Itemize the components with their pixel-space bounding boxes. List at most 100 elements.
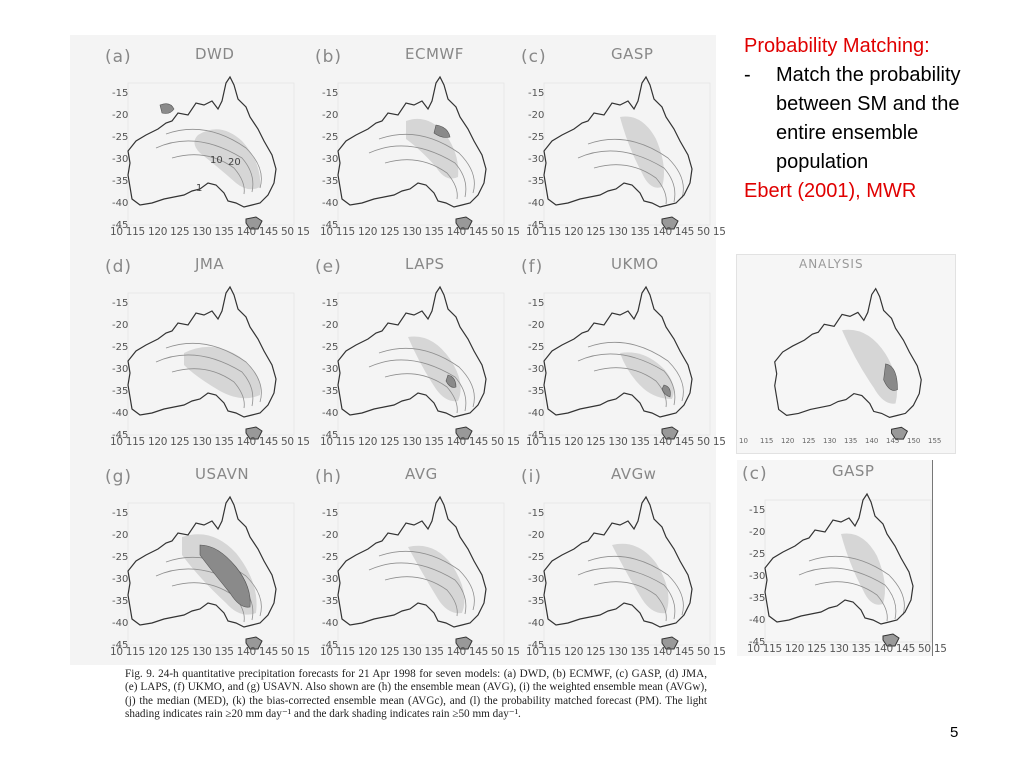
tasmania <box>455 426 473 440</box>
contour-line <box>593 581 667 622</box>
tasmania <box>891 426 909 440</box>
analysis-lon-tick: 120 <box>781 437 795 445</box>
lat-tick-label: -45 <box>528 640 545 651</box>
coastline <box>774 287 922 418</box>
panel-model-name: AVGw <box>611 465 657 483</box>
coastline <box>764 492 914 625</box>
lat-tick-label: -20 <box>322 110 339 121</box>
lon-tick-labels: 10 115 120 125 130 135 140 145 50 15 <box>526 436 726 448</box>
lat-tick-label: -40 <box>112 198 129 209</box>
forecast-panel-ukmo: (f) UKMO -15 -20 -25 -30 -35 -40 -45 10 115 120 1… <box>516 253 726 453</box>
lat-tick-label: -30 <box>112 154 129 165</box>
lat-tick-label: -40 <box>528 408 545 419</box>
light-shading-region <box>620 116 664 188</box>
coastline <box>127 285 277 418</box>
forecast-panel-dwd: (a) DWD -15 -20 -25 -30 -35 -40 -45 10 115 120 12… <box>100 43 310 243</box>
contour-line <box>368 562 467 615</box>
coastline <box>337 495 487 628</box>
analysis-map <box>774 287 922 440</box>
lat-tick-label: -45 <box>322 220 339 231</box>
figure-9-grid: (a) DWD -15 -20 -25 -30 -35 -40 -45 10 115 120 12… <box>70 35 726 665</box>
lat-tick-label: -40 <box>322 198 339 209</box>
analysis-lon-tick: 130 <box>823 437 837 445</box>
lon-tick-labels: 10 115 120 125 130 135 140 145 50 15 <box>320 646 520 658</box>
contour-line <box>378 133 475 194</box>
contour-line <box>165 128 262 189</box>
lat-tick-label: -35 <box>112 176 129 187</box>
forecast-panel-ecmwf: (b) ECMWF -15 -20 -25 -30 -35 -40 -45 10 115 120 … <box>310 43 520 243</box>
panel-model-name: JMA <box>195 255 225 273</box>
lat-tick-label: -30 <box>322 154 339 165</box>
lat-tick-label: -15 <box>749 505 766 516</box>
light-shading-region <box>184 346 261 399</box>
lat-tick-label: -35 <box>112 386 129 397</box>
tasmania <box>455 216 473 230</box>
analysis-panel: ANALYSIS 10 115 120 125 130 135 140 145 150 155 <box>736 254 956 454</box>
contour-line <box>165 342 262 403</box>
contour-line <box>593 367 667 408</box>
analysis-title: ANALYSIS <box>799 257 864 271</box>
lat-tick-label: -30 <box>528 574 545 585</box>
lat-tick-label: -15 <box>322 298 339 309</box>
contour-value-label: 20 <box>228 157 241 168</box>
lat-tick-label: -35 <box>112 596 129 607</box>
panel-model-name: ECMWF <box>405 45 464 63</box>
panel-label: (i) <box>521 467 542 487</box>
lat-tick-label: -30 <box>112 574 129 585</box>
lat-tick-label: -35 <box>528 596 545 607</box>
analysis-lon-tick: 155 <box>928 437 942 445</box>
lat-tick-label: -20 <box>749 527 766 538</box>
lat-tick-label: -30 <box>322 364 339 375</box>
gasp-repeat-panel: (c) GASP -15 -20 -25 -30 -35 -40 -45 10 115 120 1… <box>737 460 947 656</box>
panel-label: (e) <box>315 257 342 277</box>
coastline <box>543 285 693 418</box>
map-frame <box>543 82 711 226</box>
lon-tick-labels: 10 115 120 125 130 135 140 145 50 15 <box>110 646 310 658</box>
lat-tick-label: -30 <box>322 574 339 585</box>
lat-tick-label: -25 <box>749 549 766 560</box>
lat-tick-label: -25 <box>112 342 129 353</box>
lat-tick-label: -45 <box>322 430 339 441</box>
lat-tick-label: -25 <box>112 552 129 563</box>
contour-line <box>165 556 262 617</box>
contour-line <box>378 347 475 408</box>
contour-line <box>593 164 667 205</box>
lon-tick-labels: 10 115 120 125 130 135 140 145 50 15 <box>526 646 726 658</box>
lat-tick-label: -20 <box>322 320 339 331</box>
notes-reference: Ebert (2001), MWR <box>744 180 917 202</box>
lon-tick-labels: 10 115 120 125 130 135 140 145 50 15 <box>320 226 520 238</box>
lat-tick-label: -15 <box>528 508 545 519</box>
lat-tick-label: -40 <box>112 408 129 419</box>
lat-tick-label: -40 <box>528 198 545 209</box>
australia-map <box>337 285 505 440</box>
lat-tick-label: -25 <box>322 342 339 353</box>
australia-map <box>543 75 711 230</box>
lat-tick-label: -45 <box>112 220 129 231</box>
australia-map <box>337 495 505 650</box>
panel-label: (c) <box>742 464 768 484</box>
forecast-panel-laps: (e) LAPS -15 -20 -25 -30 -35 -40 -45 10 115 120 1… <box>310 253 520 453</box>
tasmania <box>661 216 679 230</box>
contour-line <box>814 581 888 622</box>
analysis-lon-tick: 115 <box>760 437 774 445</box>
lon-tick-labels: 10 115 120 125 130 135 140 145 50 15 <box>110 436 310 448</box>
tasmania <box>882 633 900 647</box>
analysis-lon-tick: 125 <box>802 437 816 445</box>
australia-map <box>127 75 295 230</box>
contour-line <box>171 154 245 195</box>
lat-tick-label: -20 <box>528 110 545 121</box>
panel-model-name: DWD <box>195 45 235 63</box>
australia-map <box>127 285 295 440</box>
contour-line <box>577 150 676 203</box>
forecast-panel-jma: (d) JMA -15 -20 -25 -30 -35 -40 -45 10 115 120 12… <box>100 253 310 453</box>
lat-tick-label: -15 <box>112 88 129 99</box>
light-shading-region <box>408 545 465 614</box>
analysis-lon-tick: 145 <box>886 437 900 445</box>
light-shading-region <box>841 533 885 605</box>
lat-tick-label: -40 <box>112 618 129 629</box>
lat-tick-label: -25 <box>322 132 339 143</box>
forecast-panel-avg: (h) AVG -15 -20 -25 -30 -35 -40 -45 10 115 120 12… <box>310 463 520 663</box>
lat-tick-label: -30 <box>528 154 545 165</box>
contour-line <box>587 138 684 199</box>
lat-tick-label: -15 <box>528 298 545 309</box>
